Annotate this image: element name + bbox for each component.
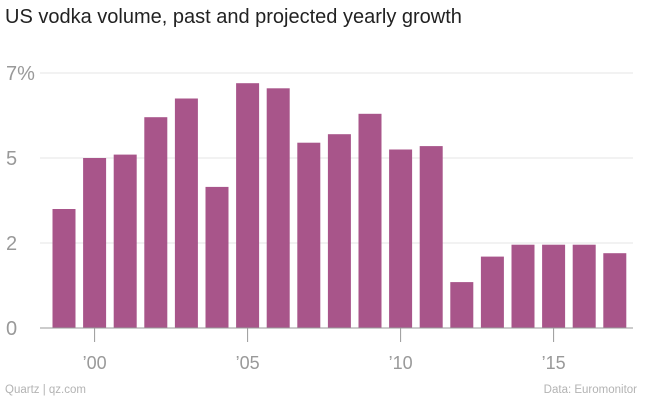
bar-2000 [83, 158, 107, 328]
bar-2011 [419, 146, 443, 328]
x-tick-labels: ’00 ’05 ’10 ’15 [83, 328, 566, 373]
bar-2015 [542, 244, 566, 328]
bar-2002 [144, 117, 168, 328]
y-tick-label: 5 [6, 148, 17, 170]
x-tick-label: ’00 [83, 353, 107, 373]
bar-2010 [389, 149, 413, 328]
source-credit: Quartz | qz.com [5, 384, 86, 396]
bar-2012 [450, 282, 474, 328]
x-tick-label: ’15 [542, 353, 566, 373]
bar-2009 [358, 113, 382, 328]
y-tick-label: 2 [6, 233, 17, 255]
bar-2007 [297, 142, 321, 328]
bar-2004 [205, 186, 229, 328]
bar-2013 [480, 256, 504, 328]
y-tick-labels: 0 2 5 7% [6, 63, 35, 340]
chart-title: US vodka volume, past and projected year… [5, 6, 462, 28]
y-tick-label: 0 [6, 318, 17, 340]
bar-2016 [572, 244, 596, 328]
bar-2008 [327, 134, 351, 328]
bar-2017 [603, 253, 627, 328]
bar-2005 [236, 83, 260, 328]
bar-2014 [511, 244, 535, 328]
bar-1999 [52, 209, 76, 328]
bars [52, 83, 627, 328]
x-tick-label: ’05 [236, 353, 260, 373]
data-source: Data: Euromonitor [543, 384, 637, 396]
x-tick-label: ’10 [389, 353, 413, 373]
y-tick-label: 7% [6, 63, 35, 85]
bar-2006 [266, 88, 290, 328]
bar-2001 [113, 154, 137, 328]
bar-2003 [174, 98, 198, 328]
